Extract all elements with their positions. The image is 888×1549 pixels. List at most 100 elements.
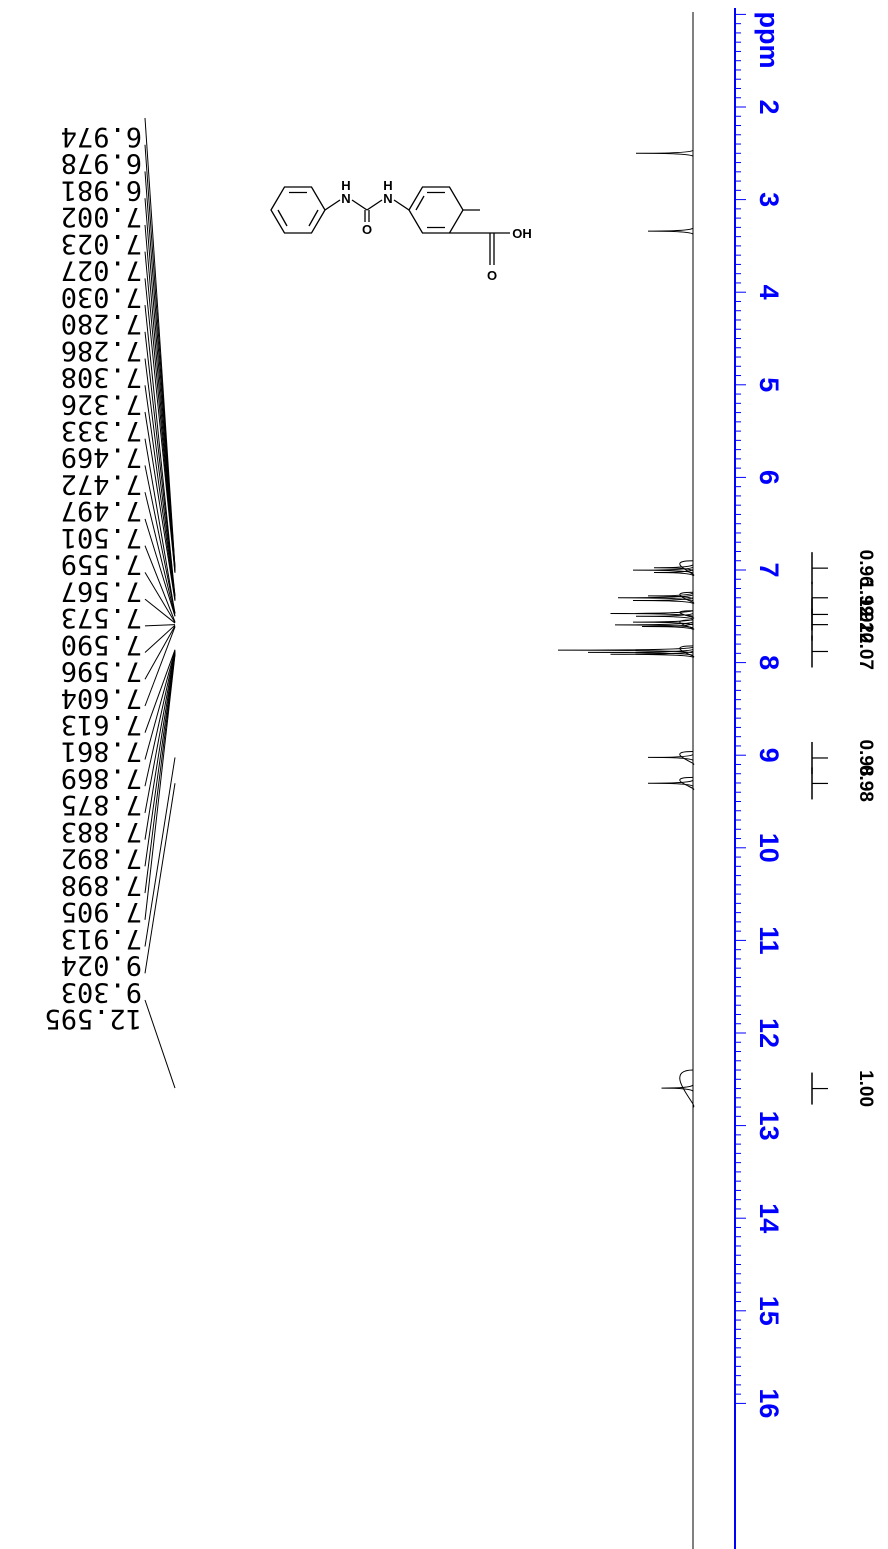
integral-value: 2.07 xyxy=(855,633,876,670)
peak-label: 7.590 xyxy=(61,629,142,660)
carbonyl-oxygen: O xyxy=(362,222,372,237)
acid-hydroxyl: OH xyxy=(512,226,532,241)
peak-label: 6.978 xyxy=(61,148,142,179)
peak-label: 7.898 xyxy=(61,869,142,900)
peak-leader-line xyxy=(144,653,176,894)
integral-value: 1.00 xyxy=(855,1070,876,1107)
benzoic-ring xyxy=(408,186,464,234)
axis-tick-label: 16 xyxy=(754,1388,784,1418)
peak-label: 7.913 xyxy=(61,923,142,954)
phenyl-ring xyxy=(270,186,326,234)
peak-leader-line xyxy=(144,331,176,597)
peak-leader-line xyxy=(144,653,176,867)
axis-tick-label: 8 xyxy=(754,655,784,670)
axis-unit-label: ppm xyxy=(754,12,784,69)
peak-leader-line xyxy=(144,305,176,596)
peak-label: 7.286 xyxy=(61,335,142,366)
peak-leader-line xyxy=(144,545,176,622)
peak-label: 7.027 xyxy=(61,255,142,286)
peak-leader-line xyxy=(144,999,176,1089)
peak-label: 7.596 xyxy=(61,656,142,687)
peak-label: 7.501 xyxy=(61,522,142,553)
peak-label: 6.981 xyxy=(61,174,142,205)
peak-leader-line xyxy=(144,652,176,840)
chemical-structure: H N H N O OH O xyxy=(270,178,532,283)
spectrum-peak xyxy=(610,650,694,658)
peak-leader-line xyxy=(144,572,176,623)
integral-value: 0.96 xyxy=(855,550,876,587)
spectrum-peak xyxy=(635,612,694,620)
peak-label: 9.024 xyxy=(61,950,142,981)
peak-leader-line xyxy=(144,654,176,920)
integral-curve xyxy=(679,610,695,619)
peak-leader-line xyxy=(144,438,176,614)
axis-tick-label: 14 xyxy=(754,1203,784,1233)
axis-tick-label: 6 xyxy=(754,470,784,485)
peak-label: 7.905 xyxy=(61,896,142,927)
peak-label: 7.472 xyxy=(61,468,142,499)
spectrum-layer xyxy=(557,12,694,1549)
spectrum-peak xyxy=(641,623,694,630)
peak-leader-line xyxy=(144,650,176,787)
integral-curve xyxy=(679,591,695,604)
peak-leader-line xyxy=(144,358,176,599)
peak-label: 7.326 xyxy=(61,388,142,419)
axis-tick-label: 2 xyxy=(754,99,784,114)
axis-tick-label: 7 xyxy=(754,562,784,577)
integral-curve xyxy=(679,750,695,765)
nh1-nitrogen: N xyxy=(341,191,350,206)
peak-leader-line xyxy=(144,625,176,680)
peak-leader-line xyxy=(144,492,176,617)
peak-leader-line xyxy=(144,783,176,974)
peak-leader-line xyxy=(144,624,176,653)
peak-label: 6.974 xyxy=(61,121,142,152)
peak-leader-line xyxy=(144,757,176,947)
nh2-nitrogen: N xyxy=(383,191,392,206)
axis-tick-label: 4 xyxy=(754,285,784,300)
integral-value: 0.98 xyxy=(855,739,876,776)
peak-label: 7.497 xyxy=(61,495,142,526)
integral-layer: 0.961.991.922.102.07 0.980.98 1.00 xyxy=(679,550,876,1108)
peak-label: 9.303 xyxy=(61,976,142,1007)
peak-leader-line xyxy=(144,198,176,571)
axis-tick-label: 5 xyxy=(754,377,784,392)
axis-tick-label: 10 xyxy=(754,833,784,863)
peak-label: 7.883 xyxy=(61,816,142,847)
peak-label: 7.333 xyxy=(61,415,142,446)
peak-leader-line xyxy=(144,411,176,601)
peak-label-layer: 6.9746.9786.9817.0027.0237.0277.0307.280… xyxy=(44,117,176,1089)
integral-curve xyxy=(679,1069,695,1108)
axis-tick-label: 15 xyxy=(754,1296,784,1326)
peak-leader-line xyxy=(144,626,176,707)
spectrum-peak xyxy=(614,621,694,629)
peak-label: 7.023 xyxy=(61,228,142,259)
peak-label: 7.002 xyxy=(61,201,142,232)
axis-tick-label: 3 xyxy=(754,192,784,207)
peak-leader-line xyxy=(144,624,176,627)
peak-label: 7.280 xyxy=(61,308,142,339)
integral-value: 2.10 xyxy=(855,606,876,643)
peak-label: 7.469 xyxy=(61,442,142,473)
peak-label: 7.308 xyxy=(61,362,142,393)
peak-label: 7.573 xyxy=(61,602,142,633)
ppm-axis: ppm 2 3 4 5 6 7 8 9 10 11 12 13 14 15 16 xyxy=(734,8,784,1549)
spectrum-peak xyxy=(653,564,694,572)
peak-leader-line xyxy=(144,385,176,601)
peak-label: 7.559 xyxy=(61,549,142,580)
peak-leader-line xyxy=(144,651,176,814)
peak-leader-line xyxy=(144,465,176,614)
spectrum-peak xyxy=(661,1084,694,1092)
axis-tick-label: 9 xyxy=(754,748,784,763)
peak-leader-line xyxy=(144,278,176,573)
spectrum-peak xyxy=(647,779,694,787)
spectrum-peak xyxy=(647,227,694,235)
integral-value: 1.92 xyxy=(855,596,876,633)
acid-carbonyl-oxygen: O xyxy=(487,268,497,283)
integral-curve xyxy=(679,645,695,658)
peak-label: 7.613 xyxy=(61,709,142,740)
integral-value: 1.99 xyxy=(855,579,876,616)
peak-label: 7.861 xyxy=(61,736,142,767)
spectrum-peak xyxy=(647,592,694,600)
peak-label: 7.030 xyxy=(61,281,142,312)
peak-leader-line xyxy=(144,649,176,733)
